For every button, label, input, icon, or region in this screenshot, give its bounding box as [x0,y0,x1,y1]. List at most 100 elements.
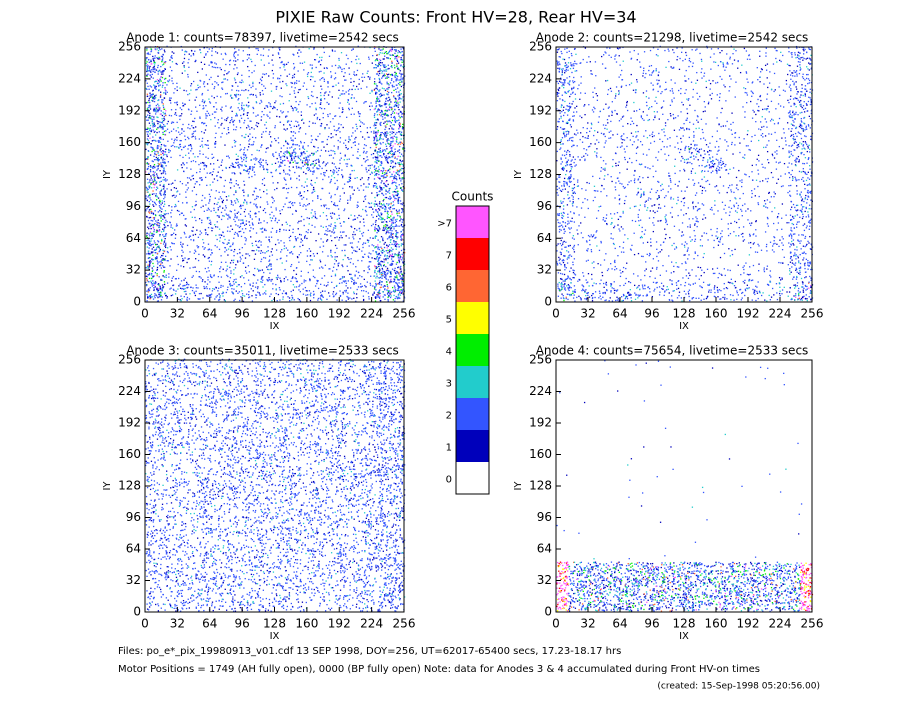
pixel [393,181,396,183]
pixel [182,123,184,126]
pixel [280,257,282,259]
pixel [146,280,148,282]
pixel [272,288,274,290]
pixel [356,204,358,206]
pixel [401,178,403,180]
pixel [149,203,151,205]
pixel [342,126,344,129]
pixel [163,130,166,133]
pixel [392,124,394,126]
pixel [220,68,222,71]
pixel [305,159,307,161]
pixel [200,232,203,234]
pixel [147,114,149,116]
pixel [332,169,335,171]
pixel [154,166,156,168]
pixel [147,252,150,254]
pixel [332,136,334,138]
pixel [397,231,399,234]
pixel [157,49,160,52]
pixel [211,174,214,176]
pixel [156,187,159,189]
pixel [250,120,252,122]
pixel [387,292,389,295]
pixel [326,207,328,210]
pixel [194,258,197,260]
pixel [296,108,298,110]
pixel [148,243,150,246]
pixel [161,215,163,217]
pixel [334,227,337,229]
pixel [390,91,393,94]
pixel [294,137,296,139]
pixel [231,162,233,164]
pixel [387,52,389,55]
pixel [171,77,173,79]
pixel [188,138,190,140]
pixel [372,211,375,213]
pixel [308,159,310,161]
pixel [166,179,168,181]
pixel [217,299,220,301]
pixel [192,275,194,277]
pixel [195,287,198,289]
pixel [202,83,205,85]
pixel [258,269,260,271]
pixel [401,279,403,281]
pixel [294,202,296,204]
pixel [146,128,148,131]
pixel [394,177,396,180]
pixel [388,192,391,194]
pixel [247,168,249,171]
pixel [380,218,382,221]
pixel [387,287,389,289]
pixel [186,287,188,289]
pixel [163,169,165,172]
pixel [312,294,315,296]
pixel [294,236,296,238]
pixel [301,119,303,121]
pixel [381,271,383,274]
pixel [233,250,235,253]
pixel [248,221,250,223]
pixel [300,215,303,218]
pixel [164,196,166,198]
pixel [214,125,216,127]
pixel [240,148,242,151]
pixel [400,78,402,80]
pixel [377,253,379,256]
pixel [394,289,397,291]
pixel [242,201,245,204]
pixel [339,231,342,233]
pixel [200,206,202,209]
pixel [164,235,166,237]
pixel [150,293,153,296]
pixel [153,218,155,220]
pixel [307,204,309,206]
pixel [147,157,149,159]
pixel [149,53,151,55]
pixel [263,256,265,259]
pixel [400,58,403,61]
pixel [398,251,400,253]
pixel [394,163,397,165]
pixel [306,162,308,164]
pixel [209,102,212,104]
pixel [221,117,223,119]
pixel [154,130,156,133]
pixel [289,155,292,157]
pixel [171,57,173,59]
pixel [233,139,236,142]
pixel [152,190,154,192]
pixel [320,70,322,73]
pixel [314,138,317,140]
pixel [159,113,161,115]
pixel [188,58,190,61]
pixel [345,91,347,93]
pixel [237,99,239,101]
pixel [159,226,161,228]
pixel [265,293,267,295]
pixel [225,291,228,294]
pixel [262,48,265,50]
pixel [158,250,160,253]
